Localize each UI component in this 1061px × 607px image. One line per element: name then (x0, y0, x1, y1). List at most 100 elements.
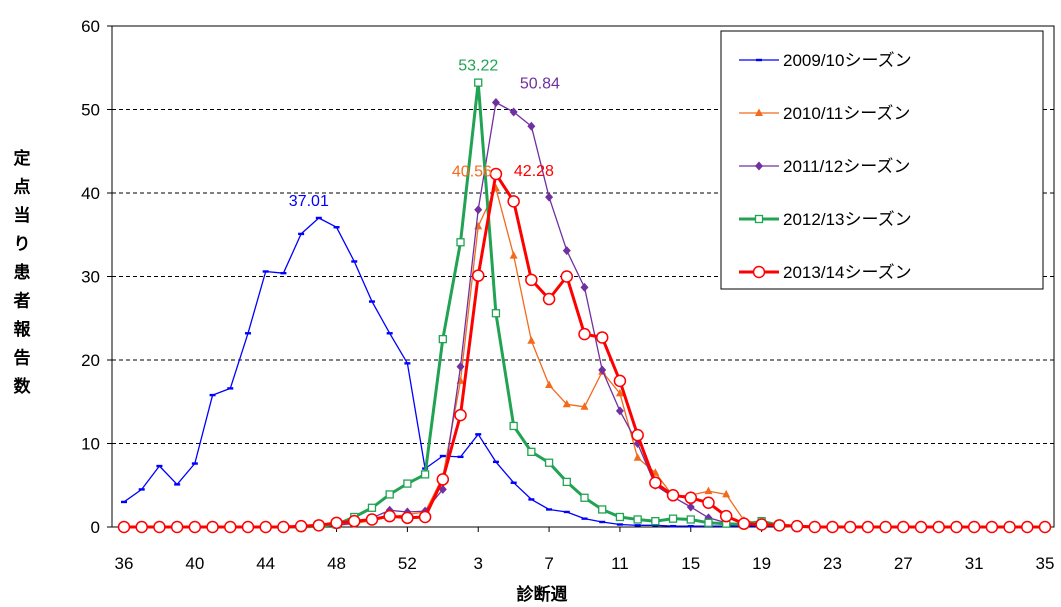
data-point (684, 491, 698, 505)
legend-label: 2009/10シーズン (783, 51, 912, 70)
data-point (365, 513, 379, 526)
legend-label: 2013/14シーズン (783, 263, 912, 282)
data-point (456, 238, 465, 247)
data-point (457, 455, 464, 459)
x-tick-label: 23 (823, 554, 842, 573)
data-point (668, 514, 678, 523)
legend-swatch-marker (756, 58, 762, 62)
data-point (259, 520, 272, 534)
x-tick-label: 11 (611, 554, 629, 573)
y-tick-label: 0 (91, 518, 100, 537)
data-point (420, 470, 430, 479)
data-point (633, 515, 642, 524)
legend-swatch-marker (752, 265, 766, 279)
data-point (436, 473, 450, 486)
x-tick-label: 36 (115, 554, 134, 573)
data-point (312, 519, 326, 532)
data-point (507, 195, 520, 208)
x-tick-label: 27 (894, 554, 913, 573)
data-point (528, 498, 535, 501)
data-point (651, 517, 660, 526)
peak-labels: 37.01 40.56 50.84 53.22 42.28 (289, 58, 560, 210)
data-point (383, 509, 396, 523)
data-point (615, 512, 625, 522)
data-point (491, 309, 501, 318)
data-point (613, 374, 627, 388)
data-point (578, 327, 591, 341)
y-axis-title: 定点当り患者報告数 (13, 148, 32, 397)
data-point (174, 483, 181, 486)
data-point (843, 520, 857, 534)
x-tick-label: 40 (185, 554, 204, 573)
data-point (615, 406, 624, 416)
data-point (439, 454, 446, 458)
data-point (686, 502, 695, 512)
data-point (914, 520, 928, 534)
data-point (773, 519, 786, 532)
data-point (527, 336, 536, 344)
data-point (932, 520, 945, 534)
legend-label: 2012/13シーズン (783, 210, 912, 229)
data-point (438, 334, 447, 344)
data-point (262, 270, 269, 273)
data-point (649, 476, 662, 489)
data-point (595, 331, 609, 344)
data-point (330, 516, 343, 530)
y-tick-label: 60 (81, 17, 100, 36)
legend-label: 2011/12シーズン (783, 157, 910, 176)
data-point (241, 520, 255, 534)
y-axis-title-text: 定点当り患者報告数 (13, 148, 32, 397)
data-point (652, 524, 659, 527)
data-point (598, 365, 607, 375)
data-point (950, 520, 963, 534)
data-point (1038, 520, 1052, 534)
data-point (737, 517, 751, 530)
data-point (562, 246, 571, 256)
data-point (454, 408, 467, 422)
data-point (492, 460, 499, 464)
data-point (562, 477, 571, 487)
data-point (135, 520, 148, 534)
data-point (1003, 520, 1016, 534)
data-point (244, 332, 251, 335)
data-point (580, 282, 589, 292)
legend-item: 2012/13シーズン (739, 210, 912, 229)
data-point (170, 520, 184, 534)
data-point (404, 362, 411, 365)
data-point (333, 226, 340, 229)
data-point (209, 393, 216, 397)
legend-label: 2010/11シーズン (783, 104, 910, 123)
data-point (704, 486, 713, 495)
x-tick-label: 15 (681, 554, 700, 573)
data-point (666, 489, 680, 502)
data-point (475, 433, 482, 436)
legend-swatch-marker (755, 108, 763, 116)
data-point (808, 520, 821, 534)
data-point (545, 192, 554, 202)
data-point (474, 78, 483, 87)
data-point (367, 503, 377, 512)
data-point (967, 520, 981, 534)
data-point (509, 251, 518, 259)
peak-label: 42.28 (514, 163, 554, 180)
data-point (401, 511, 414, 525)
data-point (298, 232, 305, 236)
data-point (315, 216, 322, 220)
data-point (562, 399, 571, 408)
data-point (599, 520, 606, 524)
data-point (544, 458, 554, 467)
data-point (719, 509, 733, 523)
data-point (438, 484, 447, 494)
x-tick-label: 7 (544, 554, 553, 573)
data-point (224, 520, 237, 534)
legend-swatch-marker (755, 161, 763, 171)
x-tick-label: 48 (327, 554, 346, 573)
data-point (527, 447, 536, 457)
data-point (351, 260, 358, 263)
data-point (985, 520, 999, 534)
data-point (560, 270, 574, 283)
data-point (687, 524, 694, 528)
data-point (117, 520, 131, 534)
data-point (489, 167, 503, 181)
